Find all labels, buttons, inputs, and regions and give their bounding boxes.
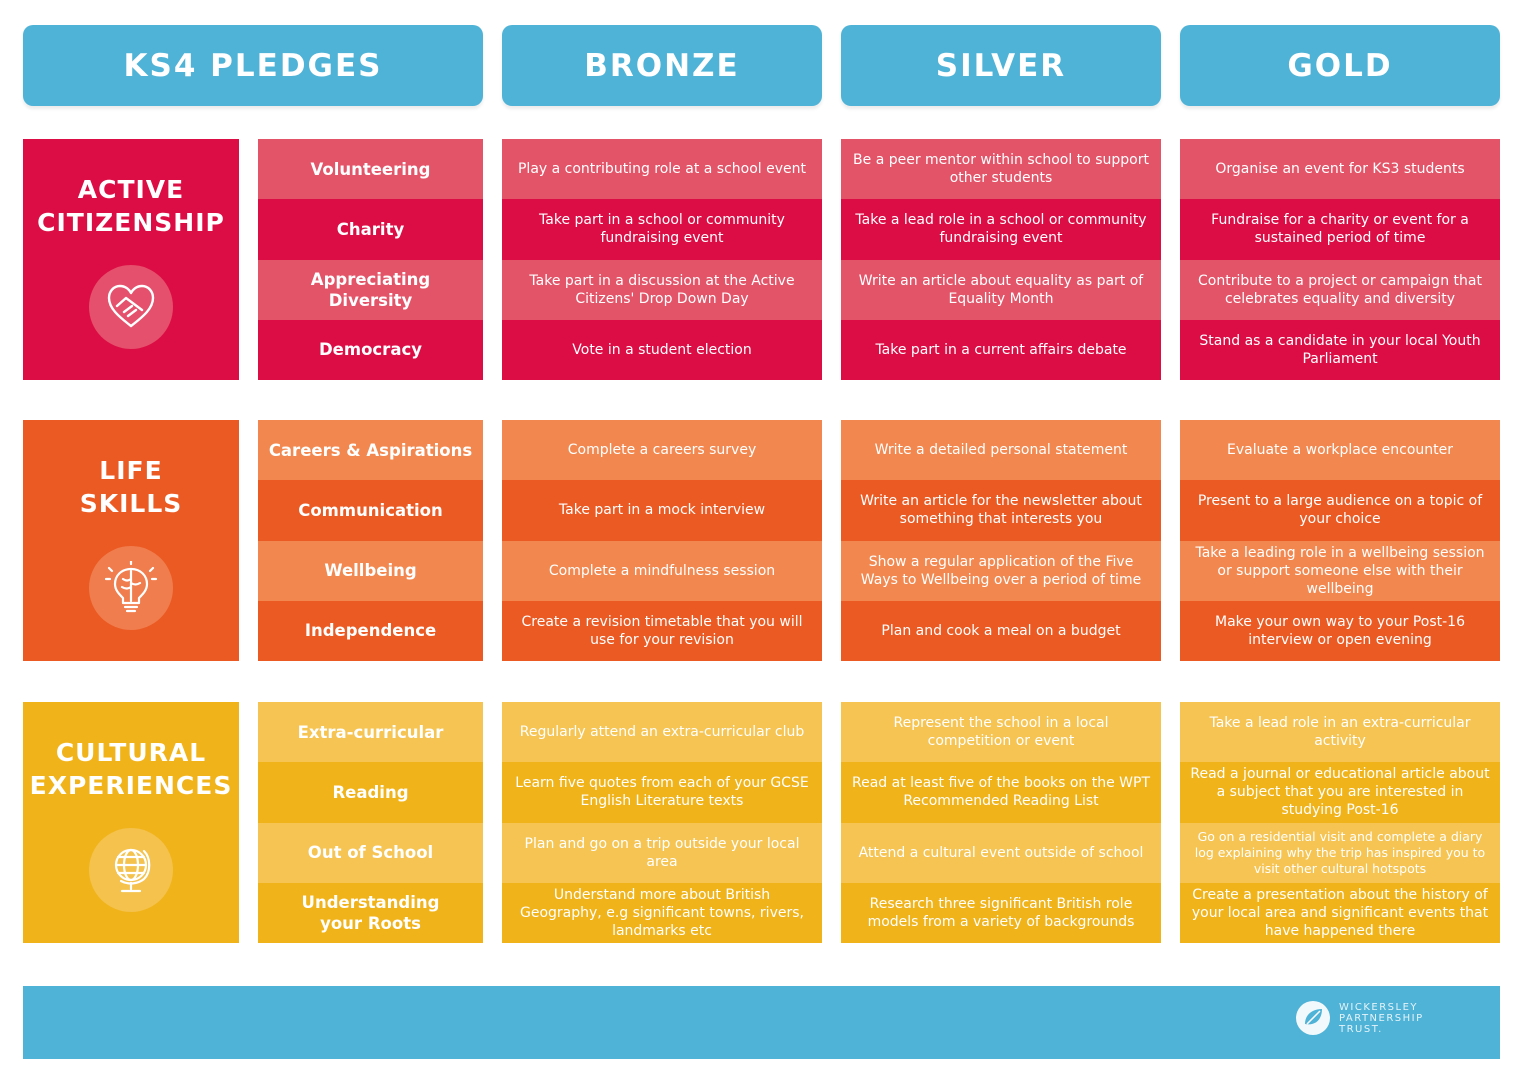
gold-cell: Stand as a candidate in your local Youth… — [1180, 319, 1500, 380]
trust-logo-text: WICKERSLEY PARTNERSHIP TRUST. — [1339, 1001, 1424, 1035]
pledge-column: Volunteering Charity Appreciating Divers… — [258, 139, 483, 380]
silver-cell: Represent the school in a local competit… — [841, 702, 1161, 763]
gold-cell: Take a leading role in a wellbeing sessi… — [1180, 540, 1500, 601]
pledge-cell: Charity — [258, 199, 483, 260]
section-title: CULTURAL EXPERIENCES — [29, 738, 233, 800]
lightbulb-brain-icon — [89, 546, 173, 630]
header-bronze: BRONZE — [502, 25, 822, 106]
gold-column: Take a lead role in an extra-curricular … — [1180, 702, 1500, 943]
gold-cell: Create a presentation about the history … — [1180, 882, 1500, 943]
pledge-column: Extra-curricular Reading Out of School U… — [258, 702, 483, 943]
bronze-column: Regularly attend an extra-curricular clu… — [502, 702, 822, 943]
silver-column: Represent the school in a local competit… — [841, 702, 1161, 943]
globe-icon — [89, 828, 173, 912]
header-gold: GOLD — [1180, 25, 1500, 106]
trust-logo: WICKERSLEY PARTNERSHIP TRUST. — [1295, 1000, 1424, 1036]
header-ks4-pledges: KS4 PLEDGES — [23, 25, 483, 106]
silver-cell: Read at least five of the books on the W… — [841, 762, 1161, 823]
bronze-cell: Regularly attend an extra-curricular clu… — [502, 702, 822, 763]
pledge-cell: Communication — [258, 480, 483, 541]
bronze-cell: Create a revision timetable that you wil… — [502, 600, 822, 661]
silver-cell: Take a lead role in a school or communit… — [841, 199, 1161, 260]
section-cultural-experiences: CULTURAL EXPERIENCES — [23, 702, 239, 943]
gold-cell: Make your own way to your Post-16 interv… — [1180, 600, 1500, 661]
bronze-cell: Complete a mindfulness session — [502, 540, 822, 601]
silver-column: Write a detailed personal statement Writ… — [841, 420, 1161, 661]
pledge-column: Careers & Aspirations Communication Well… — [258, 420, 483, 661]
gold-cell: Go on a residential visit and complete a… — [1180, 822, 1500, 883]
header-silver-label: SILVER — [935, 47, 1067, 84]
gold-cell: Read a journal or educational article ab… — [1180, 762, 1500, 823]
section-active-citizenship: ACTIVE CITIZENSHIP — [23, 139, 239, 380]
silver-column: Be a peer mentor within school to suppor… — [841, 139, 1161, 380]
bronze-cell: Plan and go on a trip outside your local… — [502, 822, 822, 883]
header-gold-label: GOLD — [1287, 47, 1393, 84]
header-ks4-pledges-label: KS4 PLEDGES — [123, 47, 383, 84]
bronze-cell: Take part in a school or community fundr… — [502, 199, 822, 260]
gold-cell: Organise an event for KS3 students — [1180, 139, 1500, 200]
gold-column: Evaluate a workplace encounter Present t… — [1180, 420, 1500, 661]
leaf-circle-icon — [1296, 1001, 1330, 1035]
bronze-cell: Vote in a student election — [502, 319, 822, 380]
bronze-cell: Take part in a discussion at the Active … — [502, 259, 822, 320]
heart-handshake-icon — [89, 265, 173, 349]
bronze-cell: Understand more about British Geography,… — [502, 882, 822, 943]
pledge-cell: Appreciating Diversity — [258, 259, 483, 320]
silver-cell: Write an article about equality as part … — [841, 259, 1161, 320]
bronze-cell: Play a contributing role at a school eve… — [502, 139, 822, 200]
bronze-cell: Complete a careers survey — [502, 420, 822, 481]
bronze-column: Play a contributing role at a school eve… — [502, 139, 822, 380]
gold-cell: Present to a large audience on a topic o… — [1180, 480, 1500, 541]
bronze-cell: Learn five quotes from each of your GCSE… — [502, 762, 822, 823]
gold-cell: Evaluate a workplace encounter — [1180, 420, 1500, 481]
section-title: LIFE SKILLS — [79, 456, 183, 518]
silver-cell: Take part in a current affairs debate — [841, 319, 1161, 380]
bronze-cell: Take part in a mock interview — [502, 480, 822, 541]
silver-cell: Be a peer mentor within school to suppor… — [841, 139, 1161, 200]
silver-cell: Write an article for the newsletter abou… — [841, 480, 1161, 541]
gold-cell: Contribute to a project or campaign that… — [1180, 259, 1500, 320]
silver-cell: Show a regular application of the Five W… — [841, 540, 1161, 601]
gold-column: Organise an event for KS3 students Fundr… — [1180, 139, 1500, 380]
header-silver: SILVER — [841, 25, 1161, 106]
silver-cell: Attend a cultural event outside of schoo… — [841, 822, 1161, 883]
pledge-cell: Democracy — [258, 319, 483, 380]
pledge-cell: Independence — [258, 600, 483, 661]
pledge-cell: Volunteering — [258, 139, 483, 200]
section-title: ACTIVE CITIZENSHIP — [37, 175, 225, 237]
gold-cell: Take a lead role in an extra-curricular … — [1180, 702, 1500, 763]
pledge-cell: Wellbeing — [258, 540, 483, 601]
pledge-cell: Reading — [258, 762, 483, 823]
footer-bar: WICKERSLEY PARTNERSHIP TRUST. — [23, 986, 1500, 1059]
pledge-cell: Extra-curricular — [258, 702, 483, 763]
silver-cell: Write a detailed personal statement — [841, 420, 1161, 481]
gold-cell: Fundraise for a charity or event for a s… — [1180, 199, 1500, 260]
pledge-cell: Understanding your Roots — [258, 882, 483, 943]
section-life-skills: LIFE SKILLS — [23, 420, 239, 661]
pledge-cell: Careers & Aspirations — [258, 420, 483, 481]
header-bronze-label: BRONZE — [584, 47, 740, 84]
silver-cell: Research three significant British role … — [841, 882, 1161, 943]
silver-cell: Plan and cook a meal on a budget — [841, 600, 1161, 661]
bronze-column: Complete a careers survey Take part in a… — [502, 420, 822, 661]
pledge-cell: Out of School — [258, 822, 483, 883]
